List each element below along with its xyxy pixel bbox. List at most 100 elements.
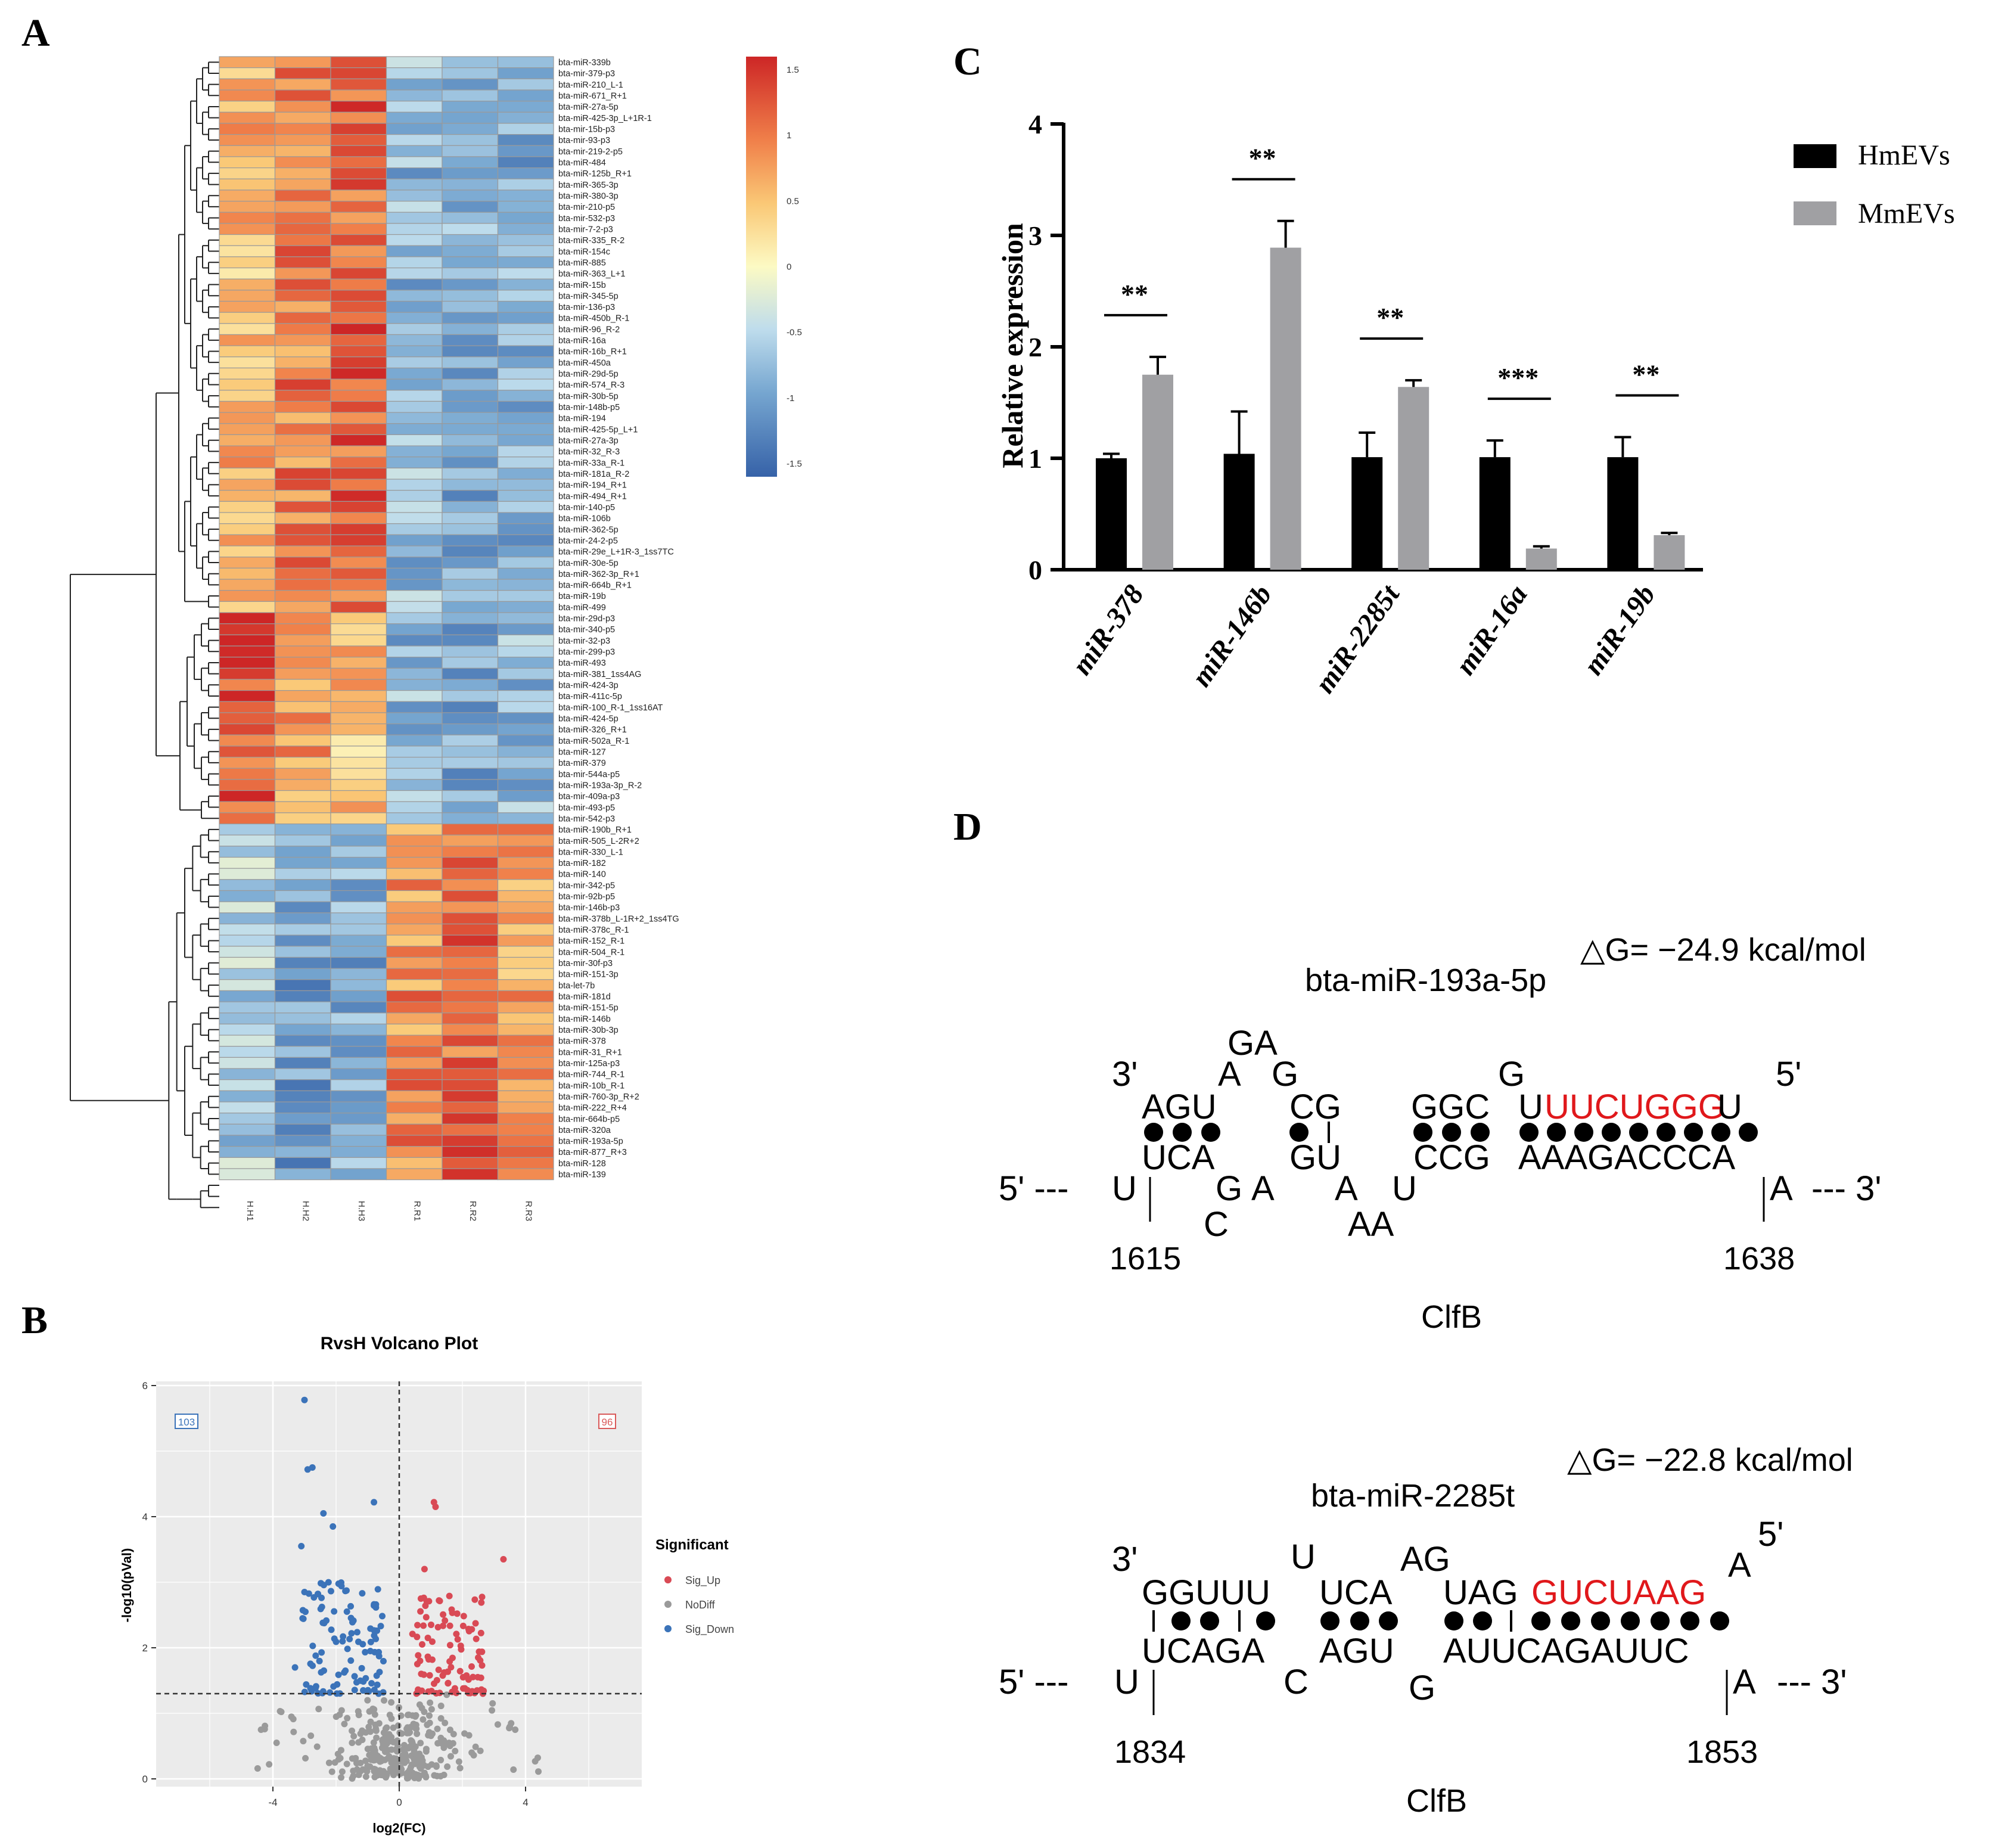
volcano-point xyxy=(375,1648,383,1656)
heatmap-cell xyxy=(497,612,554,625)
heatmap-cell xyxy=(219,812,276,825)
heatmap-cell xyxy=(386,756,443,769)
heatmap-cell xyxy=(497,590,554,602)
volcano-point xyxy=(335,1580,342,1588)
volcano-point xyxy=(404,1724,411,1731)
volcano-point xyxy=(309,1662,316,1669)
heatmap-cell xyxy=(330,890,387,902)
heatmap-cell xyxy=(330,1090,387,1102)
heatmap-cell xyxy=(219,156,276,169)
heatmap-row-label: bta-miR-379 xyxy=(558,759,606,768)
pair-dot xyxy=(1289,1123,1309,1142)
heatmap-cell xyxy=(442,167,499,179)
volcano-point xyxy=(385,1747,392,1754)
colorbar-tick: 1.5 xyxy=(787,65,799,75)
bar-category-label: miR-16a xyxy=(1450,579,1534,681)
volcano-point xyxy=(436,1597,443,1604)
heatmap-cell xyxy=(442,467,499,480)
heatmap-cell xyxy=(497,245,554,257)
volcano-point xyxy=(407,1723,414,1731)
pair-dot xyxy=(1684,1123,1703,1142)
heatmap-cell xyxy=(274,245,331,257)
heatmap-cell xyxy=(330,456,387,469)
pair-dot xyxy=(1471,1123,1490,1142)
volcano-point xyxy=(352,1754,359,1762)
heatmap-cell xyxy=(274,400,331,413)
volcano-point xyxy=(465,1628,473,1635)
bottom-aa: AA xyxy=(1348,1205,1394,1244)
heatmap-cell xyxy=(274,990,331,1002)
heatmap-cell xyxy=(497,968,554,980)
heatmap-cell xyxy=(386,923,443,936)
volcano-point xyxy=(307,1732,315,1740)
heatmap-cell xyxy=(330,834,387,847)
heatmap-cell xyxy=(497,323,554,336)
volcano-point xyxy=(367,1625,374,1632)
heatmap-cell xyxy=(274,356,331,369)
loop-ag: AG xyxy=(1400,1540,1450,1579)
volcano-point xyxy=(352,1756,359,1763)
volcano-point xyxy=(441,1669,448,1676)
volcano-point xyxy=(350,1768,357,1775)
pairing-dots-2 xyxy=(1152,1610,1729,1632)
heatmap-cell xyxy=(330,768,387,780)
volcano-point xyxy=(372,1756,379,1763)
volcano-point xyxy=(299,1615,306,1622)
legend-up-label: Sig_Up xyxy=(685,1574,720,1587)
heatmap-cell xyxy=(386,101,443,113)
volcano-point xyxy=(394,1747,402,1754)
volcano-point xyxy=(394,1742,401,1749)
top-ggc: GGC xyxy=(1411,1088,1490,1126)
volcano-point xyxy=(467,1689,474,1697)
heatmap-row-label: bta-miR-146b xyxy=(558,1014,611,1024)
heatmap-cell xyxy=(497,1079,554,1091)
heatmap-cell xyxy=(386,812,443,825)
volcano-point xyxy=(343,1587,350,1594)
volcano-point xyxy=(366,1708,373,1715)
heatmap-cell xyxy=(497,267,554,279)
heatmap-cell xyxy=(219,89,276,102)
volcano-point xyxy=(453,1630,460,1638)
volcano-point xyxy=(370,1739,377,1746)
heatmap-cell xyxy=(274,412,331,424)
volcano-point xyxy=(412,1743,419,1750)
heatmap-row-label: bta-mir-493-p5 xyxy=(558,803,615,813)
heatmap-cell xyxy=(274,123,331,135)
heatmap-cell xyxy=(330,1012,387,1025)
volcano-point xyxy=(411,1753,418,1760)
heatmap-cell xyxy=(497,645,554,658)
heatmap-cell xyxy=(219,190,276,202)
loop-u: U xyxy=(1291,1538,1316,1576)
heatmap-row-label: bta-miR-16b_R+1 xyxy=(558,347,627,357)
volcano-point xyxy=(420,1671,427,1678)
volcano-point xyxy=(314,1591,321,1598)
heatmap-cell xyxy=(219,801,276,813)
volcano-point xyxy=(261,1725,268,1732)
volcano-point xyxy=(453,1610,461,1617)
heatmap-cell xyxy=(442,1123,499,1136)
heatmap-cell xyxy=(274,645,331,658)
bar-ytick: 1 xyxy=(1028,443,1042,474)
heatmap-cell xyxy=(274,601,331,613)
pair-dot xyxy=(1602,1123,1621,1142)
heatmap-cell xyxy=(386,67,443,79)
heatmap-row-label: bta-miR-494_R+1 xyxy=(558,492,627,501)
heatmap-cell xyxy=(442,1012,499,1025)
heatmap-cell xyxy=(386,1090,443,1102)
heatmap-cell xyxy=(442,234,499,246)
heatmap-cell xyxy=(497,934,554,947)
heatmap-cell xyxy=(442,89,499,102)
pair-dot xyxy=(1561,1611,1580,1630)
heatmap-column-label: H.H2 xyxy=(300,1201,310,1221)
heatmap-cell xyxy=(442,223,499,235)
volcano-point xyxy=(406,1729,414,1736)
heatmap-cell xyxy=(274,78,331,91)
heatmap-cell xyxy=(274,756,331,769)
heatmap-cell xyxy=(442,823,499,836)
volcano-point xyxy=(372,1750,379,1757)
volcano-point xyxy=(457,1642,464,1650)
heatmap-cell xyxy=(386,667,443,680)
volcano-ytick: 4 xyxy=(142,1511,148,1523)
heatmap-cell xyxy=(497,567,554,580)
heatmap-cell xyxy=(219,223,276,235)
